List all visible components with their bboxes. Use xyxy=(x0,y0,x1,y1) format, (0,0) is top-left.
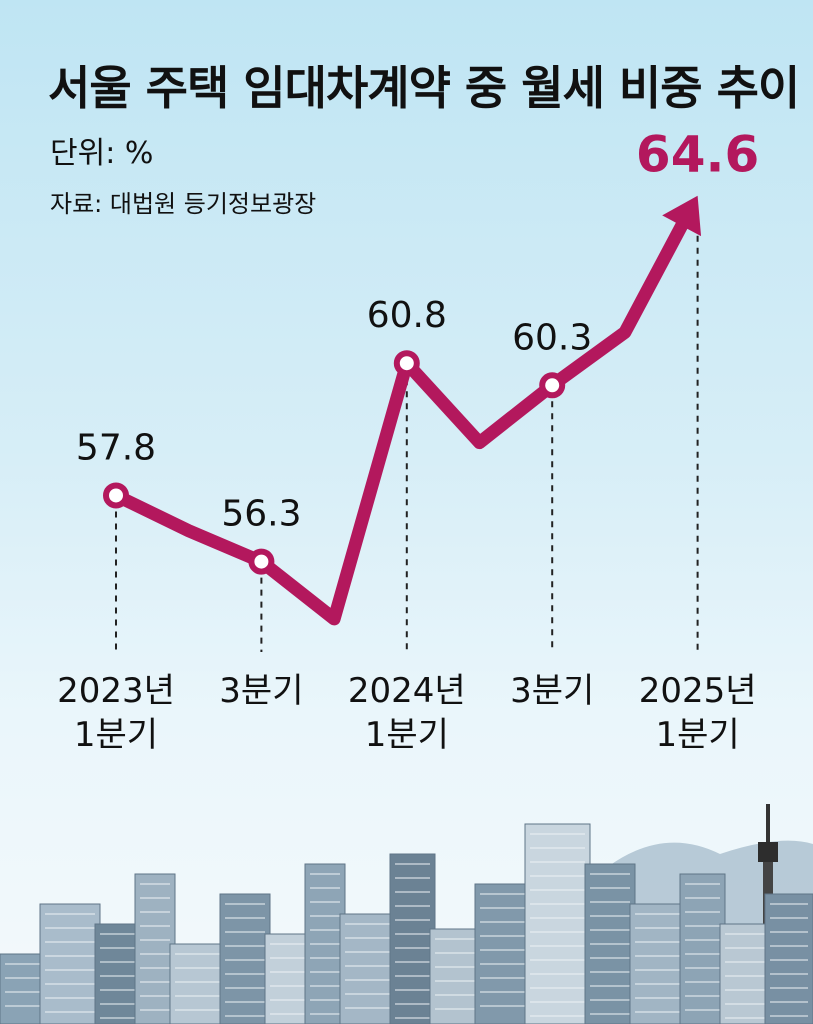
data-point-0 xyxy=(103,482,129,509)
x-tick-label-8-0: 2025년 xyxy=(639,671,757,711)
x-tick-label-4-1: 1분기 xyxy=(365,715,449,755)
x-tick-label-8-1: 1분기 xyxy=(655,715,739,755)
data-label-6: 60.3 xyxy=(512,317,592,358)
building-16 xyxy=(719,923,771,1024)
x-tick-label-0-1: 1분기 xyxy=(74,715,158,755)
tower-top xyxy=(758,842,778,862)
building-12 xyxy=(524,823,591,1024)
data-label-8: 64.6 xyxy=(636,126,759,184)
tower-antenna xyxy=(766,804,770,844)
data-point-2 xyxy=(248,548,275,575)
source-label: 자료: 대법원 등기정보광장 xyxy=(50,190,317,218)
chart-title: 서울 주택 임대차계약 중 월세 비중 추이 xyxy=(48,61,800,115)
data-label-2: 56.3 xyxy=(221,494,301,535)
x-tick-label-0-0: 2023년 xyxy=(57,671,175,711)
data-point-6 xyxy=(539,372,566,399)
x-tick-label-4-0: 2024년 xyxy=(348,671,466,711)
series-line xyxy=(109,219,689,626)
data-point-4 xyxy=(393,350,420,377)
building-14 xyxy=(629,903,686,1024)
x-tick-label-2-0: 3분기 xyxy=(219,671,303,711)
data-label-4: 60.8 xyxy=(367,295,447,336)
data-label-0: 57.8 xyxy=(76,427,156,468)
building-1 xyxy=(39,903,101,1024)
unit-label: 단위: % xyxy=(50,136,154,171)
x-tick-label-6-0: 3분기 xyxy=(510,671,594,711)
series-arrow-head xyxy=(662,195,702,237)
building-6 xyxy=(264,933,311,1024)
building-8 xyxy=(339,913,396,1024)
city-skyline-illustration xyxy=(0,804,813,1024)
